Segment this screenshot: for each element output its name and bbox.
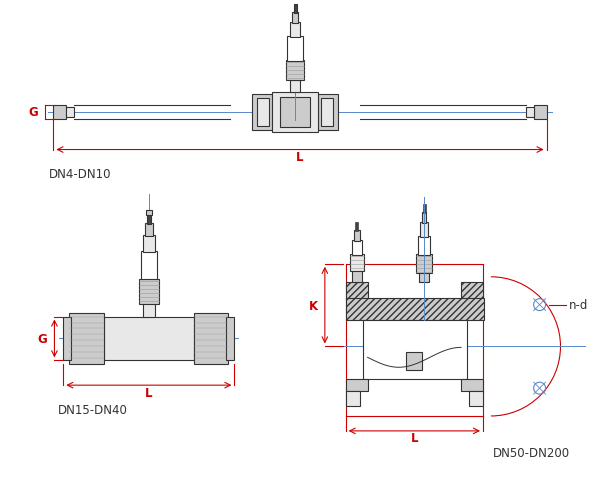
Bar [419,272,429,282]
Bar [355,223,358,231]
Bar [141,252,157,279]
Text: G: G [29,106,38,119]
Bar [226,317,235,360]
Bar [257,98,269,126]
Bar [272,93,318,132]
Bar [406,353,422,371]
Bar [352,270,362,282]
Bar [421,223,428,238]
Bar [423,205,426,214]
Bar [70,313,104,364]
Bar [292,13,298,24]
Bar [290,23,300,38]
Bar [146,211,152,216]
Bar [104,317,194,360]
Bar [346,298,484,320]
Bar [293,5,296,14]
Bar [290,81,300,93]
Bar [346,391,359,406]
Bar [346,379,368,391]
Bar [194,313,229,364]
Bar [53,106,67,120]
Bar [147,215,151,225]
Bar [145,224,153,237]
Bar [461,379,483,391]
Text: n-d: n-d [568,299,588,312]
Text: DN4-DN10: DN4-DN10 [49,168,111,181]
Bar [252,95,272,131]
Text: DN15-DN40: DN15-DN40 [58,403,127,416]
Bar [352,240,362,255]
Text: L: L [296,151,304,164]
Text: L: L [410,432,418,444]
Text: DN50-DN200: DN50-DN200 [493,446,570,459]
Bar [67,108,74,118]
Bar [143,303,155,317]
Bar [64,317,71,360]
Text: L: L [145,386,152,399]
Bar [416,254,432,273]
Bar [353,230,359,241]
Bar [461,282,483,300]
Bar [318,95,338,131]
Bar [143,236,155,252]
Bar [526,108,533,118]
Bar [362,320,467,379]
Bar [346,282,368,300]
Bar [286,61,304,81]
Bar [422,213,426,224]
Bar [418,237,430,255]
Bar [321,98,333,126]
Bar [287,37,303,62]
Bar [469,391,483,406]
Text: K: K [309,299,318,312]
Bar [533,106,547,120]
Bar [139,279,159,304]
Text: G: G [38,332,47,345]
Bar [280,97,310,127]
Bar [350,254,364,271]
